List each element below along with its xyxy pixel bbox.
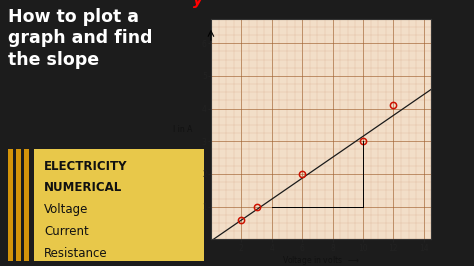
- Bar: [24, 149, 29, 261]
- Text: Voltage: Voltage: [45, 203, 89, 216]
- Text: y: y: [193, 0, 203, 7]
- Bar: [34, 149, 204, 261]
- Text: Current: Current: [45, 225, 89, 238]
- Bar: [8, 149, 13, 261]
- Text: ELECTRICITY: ELECTRICITY: [45, 160, 128, 173]
- Y-axis label: I in A: I in A: [173, 124, 192, 134]
- Text: How to plot a
graph and find
the slope: How to plot a graph and find the slope: [8, 8, 153, 69]
- X-axis label: Voltage in volts  $\longrightarrow$: Voltage in volts $\longrightarrow$: [282, 254, 360, 266]
- Text: Resistance: Resistance: [45, 247, 108, 260]
- Bar: [16, 149, 21, 261]
- Text: NUMERICAL: NUMERICAL: [45, 181, 123, 194]
